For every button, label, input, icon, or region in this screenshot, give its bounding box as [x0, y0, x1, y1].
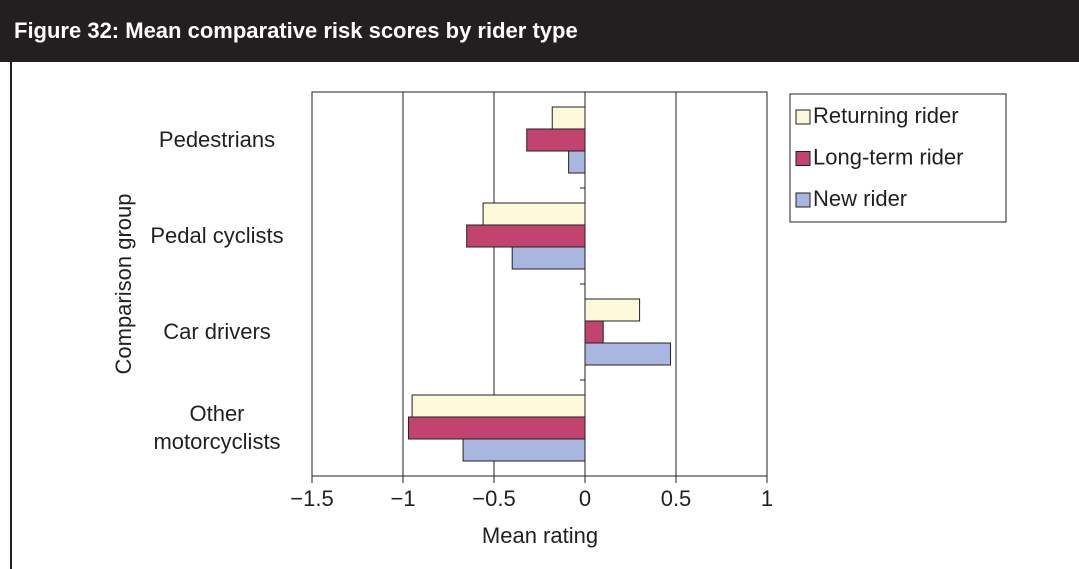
frame: [10, 62, 12, 569]
bar: [511, 246, 586, 270]
bar: [584, 320, 604, 344]
x-tick-label: 0: [579, 486, 591, 511]
bar: [526, 128, 586, 152]
x-axis-label: Mean rating: [482, 523, 598, 548]
legend-swatch: [795, 151, 811, 166]
bar: [584, 342, 672, 366]
legend-label: Returning rider: [813, 103, 959, 128]
bar: [462, 438, 586, 462]
bar: [584, 298, 641, 322]
bar: [482, 202, 586, 226]
x-tick-label: −0.5: [472, 486, 515, 511]
bar: [466, 224, 586, 248]
bar: [568, 150, 586, 174]
x-tick-label: −1.5: [290, 486, 333, 511]
legend-swatch: [795, 109, 811, 125]
x-tick-label: 0.5: [661, 486, 692, 511]
bar: [551, 106, 586, 130]
legend-box: [789, 93, 1007, 223]
y-axis-label: Comparison group: [111, 194, 136, 375]
x-tick-label: 1: [761, 486, 773, 511]
bar: [411, 394, 586, 418]
y-tick-label: Pedestrians: [158, 127, 276, 152]
bar: [407, 416, 586, 440]
legend-label: Long-term rider: [813, 144, 963, 169]
legend-label: New rider: [813, 186, 907, 211]
y-tick-label: Car drivers: [163, 319, 271, 344]
chart-title: Figure 32: Mean comparative risk scores …: [0, 0, 1079, 62]
y-tick-label: Pedal cyclists: [150, 223, 284, 248]
legend-swatch: [795, 192, 811, 208]
y-tick-label: Other motorcyclists: [153, 401, 281, 454]
x-tick-label: −1: [390, 486, 415, 511]
